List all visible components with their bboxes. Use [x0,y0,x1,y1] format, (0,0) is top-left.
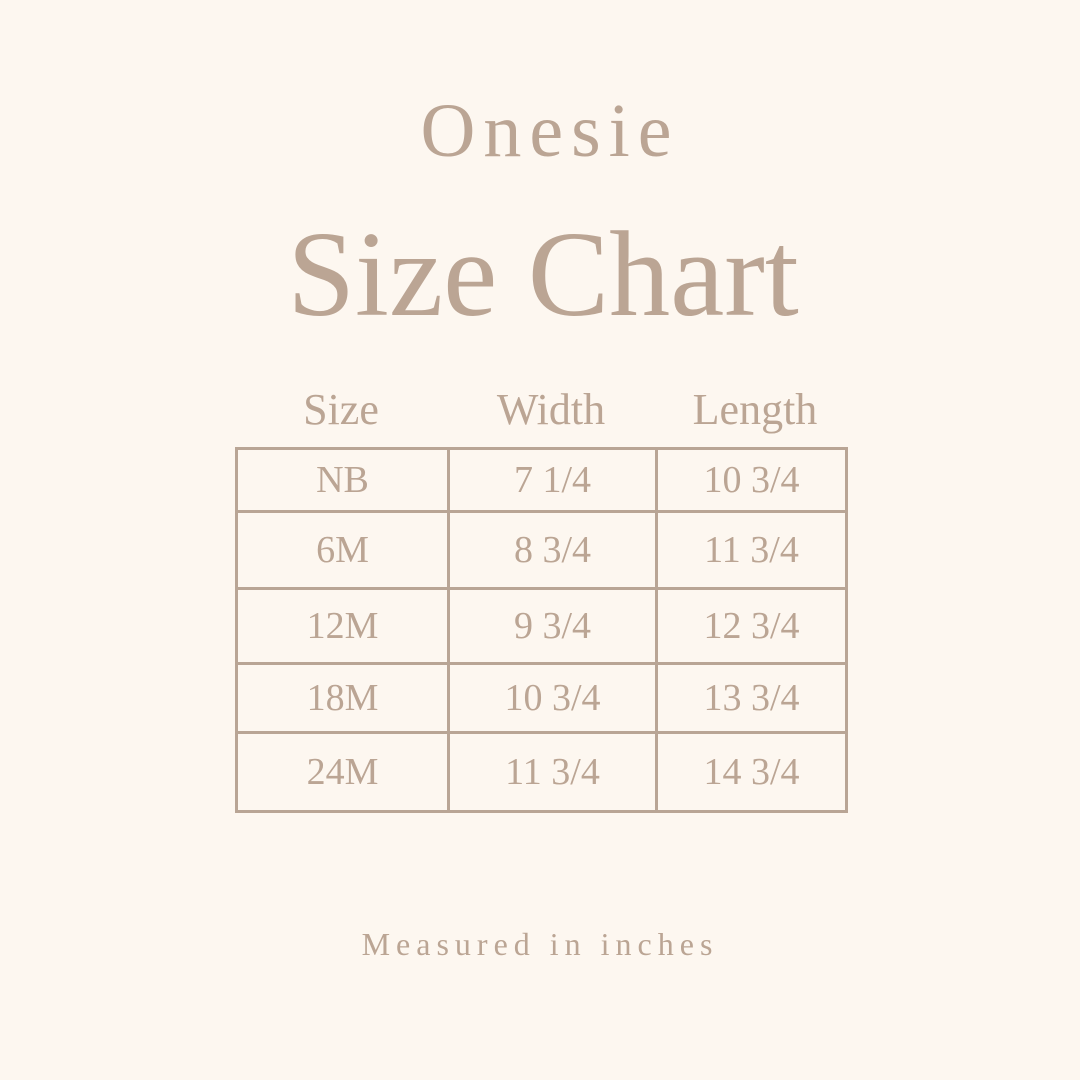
header-length: Length [692,385,818,434]
table-row: 18M 10 3/4 13 3/4 [235,662,848,734]
cell-length: 12 3/4 [655,587,848,665]
cell-size: 12M [235,587,450,665]
cell-size: NB [235,447,450,513]
title-size-chart: Size Chart [287,207,799,342]
header-size: Size [303,385,379,434]
table-row: 24M 11 3/4 14 3/4 [235,731,848,813]
footer-note: Measured in inches [361,926,719,962]
cell-width: 9 3/4 [447,587,658,665]
size-table: NB 7 1/4 10 3/4 6M 8 3/4 11 3/4 12M 9 3/… [235,447,848,813]
cell-size: 6M [235,510,450,590]
cell-size: 24M [235,731,450,813]
cell-width: 7 1/4 [447,447,658,513]
cell-width: 11 3/4 [447,731,658,813]
table-row: 6M 8 3/4 11 3/4 [235,510,848,590]
cell-size: 18M [235,662,450,734]
cell-length: 10 3/4 [655,447,848,513]
table-row: 12M 9 3/4 12 3/4 [235,587,848,665]
header-width: Width [496,385,606,434]
cell-length: 13 3/4 [655,662,848,734]
table-row: NB 7 1/4 10 3/4 [235,447,848,513]
cell-width: 10 3/4 [447,662,658,734]
title-product: Onesie [420,89,680,173]
cell-width: 8 3/4 [447,510,658,590]
cell-length: 14 3/4 [655,731,848,813]
cell-length: 11 3/4 [655,510,848,590]
